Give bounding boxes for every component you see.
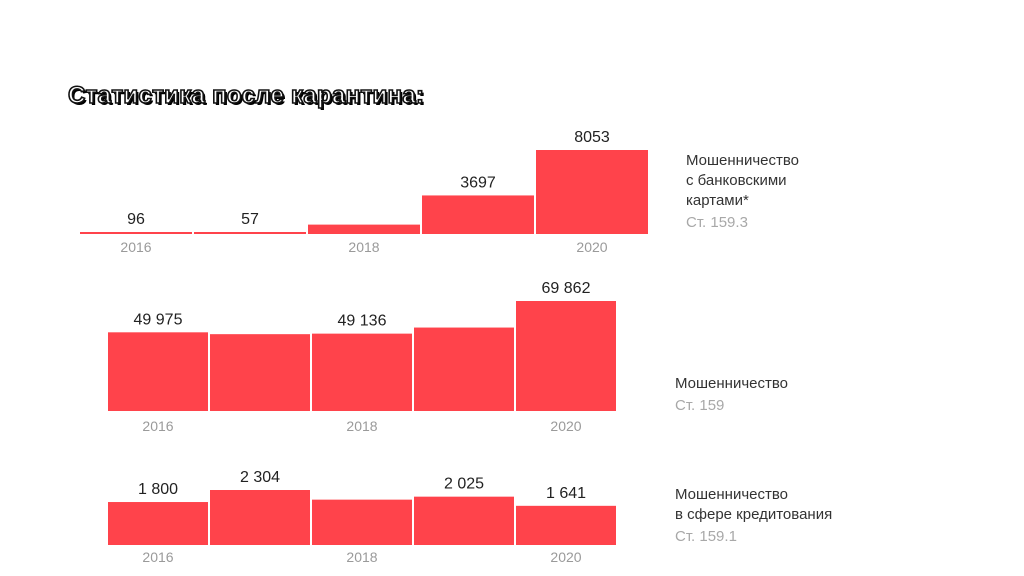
caption-card-fraud: Мошенничество с банковскими картами* Ст.… [686, 151, 799, 233]
data-label: 49 136 [338, 313, 387, 330]
article-label: Ст. 159.1 [675, 528, 737, 545]
bar [414, 327, 514, 411]
chart-credit-fraud: 1 800 2016 2 304 2018 2 025 1 641 2020 [108, 469, 616, 565]
bar [516, 301, 616, 411]
data-label: 96 [127, 211, 145, 228]
data-label: 2 304 [240, 469, 280, 486]
data-label: 3697 [460, 174, 496, 191]
article-label: Ст. 159.3 [686, 214, 748, 231]
caption-credit-fraud: Мошенничество в сфере кредитования Ст. 1… [675, 485, 832, 547]
bar [210, 334, 310, 411]
caption-line: в сфере кредитования [675, 506, 833, 523]
caption-line: с банковскими [686, 172, 787, 189]
bar [108, 332, 208, 411]
data-label: 69 862 [542, 280, 591, 297]
tick-label: 2020 [576, 239, 607, 255]
caption-line: картами* [686, 192, 749, 209]
tick-label: 2020 [550, 418, 581, 434]
article-label: Ст. 159 [675, 397, 725, 414]
page-title: Статистика после карантина: [67, 81, 425, 110]
caption-fraud: Мошенничество Ст. 159 [675, 374, 788, 416]
bar [210, 490, 310, 545]
bar [536, 150, 648, 234]
caption-line: Мошенничество [686, 152, 799, 169]
data-label: 1 800 [138, 481, 178, 498]
chart-card-fraud: 96 2016 57 2018 3697 8053 2020 [80, 129, 648, 255]
tick-label: 2016 [120, 239, 151, 255]
bar [422, 195, 534, 234]
tick-label: 2016 [142, 549, 173, 565]
bar [194, 232, 306, 234]
tick-label: 2018 [346, 549, 377, 565]
data-label: 8053 [574, 129, 610, 146]
bar [312, 499, 412, 545]
bar [516, 505, 616, 545]
bar [312, 333, 412, 411]
data-label: 49 975 [134, 311, 183, 328]
bar [414, 496, 514, 545]
tick-label: 2020 [550, 549, 581, 565]
caption-line: Мошенничество [675, 486, 788, 503]
chart-fraud: 49 975 2016 49 136 2018 69 862 2020 [108, 280, 616, 434]
tick-label: 2018 [346, 418, 377, 434]
data-label: 2 025 [444, 476, 484, 493]
tick-label: 2018 [348, 239, 379, 255]
data-label: 1 641 [546, 485, 586, 502]
tick-label: 2016 [142, 418, 173, 434]
bar [308, 224, 420, 234]
bar [108, 502, 208, 545]
caption-line: Мошенничество [675, 375, 788, 392]
data-label: 57 [241, 211, 259, 228]
bar [80, 232, 192, 234]
